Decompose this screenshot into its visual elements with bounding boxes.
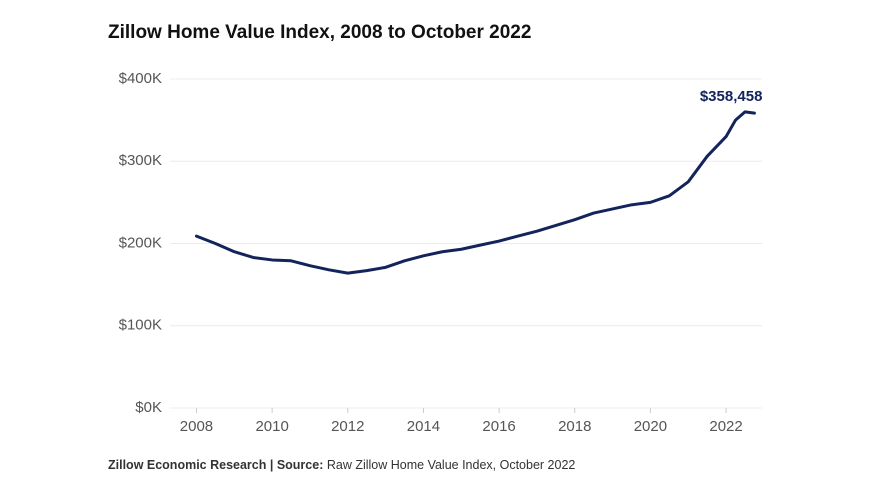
y-tick-label: $200K [119, 234, 162, 251]
x-tick-label: 2018 [558, 418, 591, 435]
value-label: $358,458 [700, 88, 763, 105]
source-text: Raw Zillow Home Value Index, October 202… [327, 458, 576, 472]
x-tick-label: 2022 [709, 418, 742, 435]
x-tick-label: 2014 [407, 418, 440, 435]
y-tick-label: $100K [119, 317, 162, 334]
line [194, 110, 756, 275]
source-label: Zillow Economic Research | Source: [108, 458, 323, 472]
y-tick-label: $400K [119, 70, 162, 87]
x-tick-label: 2012 [331, 418, 364, 435]
x-tick-label: 2010 [255, 418, 288, 435]
x-tick-label: 2016 [482, 418, 515, 435]
source-note: Zillow Economic Research | Source: Raw Z… [108, 458, 575, 472]
x-tick-label: 2008 [180, 418, 213, 435]
chart-title: Zillow Home Value Index, 2008 to October… [108, 22, 531, 43]
y-tick-label: $0K [135, 399, 162, 416]
x-tick-label: 2020 [634, 418, 667, 435]
y-tick-label: $300K [119, 152, 162, 169]
